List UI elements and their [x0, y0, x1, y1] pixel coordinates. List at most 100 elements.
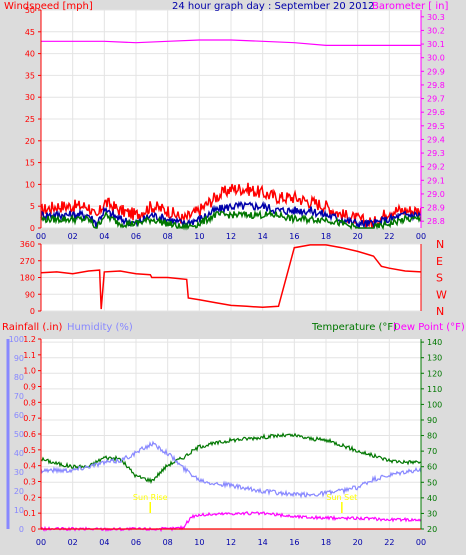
dewpoint-axis-label: Dew Point (°F): [393, 322, 465, 333]
wind-x-tick-label: 10: [194, 232, 204, 241]
barometer-y-tick-label: 30.0: [427, 54, 445, 63]
compass-label: N: [436, 305, 444, 318]
series-barometer: [41, 39, 421, 46]
wind-y-tick-label: 25: [25, 115, 35, 124]
temp-y-tick-label: 140: [427, 338, 442, 347]
barometer-y-tick-label: 28.9: [427, 204, 445, 213]
barometer-axis-label: Barometer [ in]: [372, 1, 448, 12]
sunset-label: Sun Set: [326, 493, 357, 502]
rain-y-tick-label: 0.5: [23, 446, 36, 455]
compass-label: E: [436, 255, 443, 268]
temp-x-tick-label: 10: [194, 538, 204, 547]
series-humidity: [40, 440, 422, 499]
humidity-y-tick-label: 90: [14, 354, 24, 363]
wind-y-tick-label: 10: [25, 180, 35, 189]
direction-y-tick-label: 0: [30, 307, 35, 316]
chart-title: 24 hour graph day : September 20 2012: [172, 1, 374, 12]
barometer-y-tick-label: 29.4: [427, 135, 445, 144]
wind-y-tick-label: 5: [30, 202, 35, 211]
temp-y-tick-label: 90: [427, 416, 437, 425]
barometer-y-tick-label: 29.3: [427, 149, 445, 158]
temp-x-tick-label: 06: [131, 538, 141, 547]
rain-y-tick-label: 0.6: [23, 430, 36, 439]
wind-x-tick-label: 02: [68, 232, 78, 241]
series-temperature: [40, 432, 422, 485]
rain-y-tick-label: 1.1: [23, 351, 36, 360]
barometer-y-tick-label: 29.9: [427, 67, 445, 76]
humidity-y-tick-label: 50: [14, 430, 24, 439]
rain-y-tick-label: 0: [31, 525, 36, 534]
humidity-axis-label: Humidity (%): [67, 322, 133, 333]
wind-x-tick-label: 12: [226, 232, 236, 241]
sunrise-label: Sun Rise: [133, 493, 168, 502]
temp-y-tick-label: 130: [427, 354, 442, 363]
barometer-y-tick-label: 30.1: [427, 40, 445, 49]
wind-x-tick-label: 08: [163, 232, 173, 241]
humidity-y-tick-label: 100: [9, 335, 24, 344]
direction-y-tick-label: 360: [20, 240, 35, 249]
humidity-y-tick-label: 60: [14, 411, 24, 420]
wind-y-tick-label: 40: [25, 50, 35, 59]
humidity-y-tick-label: 0: [19, 525, 24, 534]
temp-y-tick-label: 60: [427, 463, 437, 472]
temp-y-tick-label: 30: [427, 509, 437, 518]
series-dew-point: [40, 511, 422, 533]
temperature-axis-label: Temperature (°F): [311, 322, 397, 333]
temp-x-tick-label: 04: [99, 538, 109, 547]
wind-y-tick-label: 35: [25, 71, 35, 80]
barometer-y-tick-label: 29.1: [427, 176, 445, 185]
wind-y-tick-label: 15: [25, 159, 35, 168]
wind-x-tick-label: 14: [258, 232, 268, 241]
wind-y-tick-label: 50: [25, 6, 35, 15]
temp-y-tick-label: 110: [427, 385, 442, 394]
direction-y-tick-label: 180: [20, 274, 35, 283]
barometer-y-tick-label: 29.7: [427, 95, 445, 104]
wind-x-tick-label: 18: [321, 232, 331, 241]
barometer-y-tick-label: 30.3: [427, 13, 445, 22]
windspeed-axis-label: Windspeed [mph]: [4, 1, 93, 12]
wind-x-tick-label: 00: [36, 232, 46, 241]
rain-y-tick-label: 1.2: [23, 335, 36, 344]
rain-y-tick-label: 0.1: [23, 509, 36, 518]
temp-y-tick-label: 70: [427, 447, 437, 456]
temp-y-tick-label: 120: [427, 369, 442, 378]
temp-y-tick-label: 20: [427, 525, 437, 534]
temp-y-tick-label: 40: [427, 494, 437, 503]
wind-y-tick-label: 45: [25, 28, 35, 37]
compass-label: S: [436, 272, 443, 285]
temp-x-tick-label: 22: [384, 538, 394, 547]
rain-y-tick-label: 0.2: [23, 493, 36, 502]
humidity-y-tick-label: 80: [14, 373, 24, 382]
humidity-y-tick-label: 20: [14, 487, 24, 496]
barometer-y-tick-label: 29.8: [427, 81, 445, 90]
rain-y-tick-label: 0.7: [23, 414, 36, 423]
wind-y-tick-label: 0: [30, 224, 35, 233]
compass-label: W: [436, 288, 447, 301]
temp-x-tick-label: 18: [321, 538, 331, 547]
series-windspeed: [40, 209, 422, 231]
temp-x-tick-label: 14: [258, 538, 268, 547]
temp-x-tick-label: 12: [226, 538, 236, 547]
wind-x-tick-label: 04: [99, 232, 109, 241]
direction-y-tick-label: 90: [25, 290, 35, 299]
rain-y-tick-label: 0.3: [23, 478, 36, 487]
compass-label: N: [436, 238, 444, 251]
temp-y-tick-label: 50: [427, 478, 437, 487]
rain-y-tick-label: 0.8: [23, 398, 36, 407]
humidity-y-tick-label: 70: [14, 392, 24, 401]
series-wind-direction: [40, 244, 422, 310]
series-windspeed-gust: [40, 182, 422, 229]
direction-y-tick-label: 270: [20, 257, 35, 266]
temp-y-tick-label: 100: [427, 400, 442, 409]
rainfall-axis-label: Rainfall (.in): [2, 322, 63, 333]
series-windspeed-average: [40, 200, 422, 229]
wind-y-tick-label: 20: [25, 137, 35, 146]
temp-x-tick-label: 00: [416, 538, 426, 547]
barometer-y-tick-label: 29.6: [427, 108, 445, 117]
rain-y-tick-label: 0.4: [23, 462, 36, 471]
temp-x-tick-label: 02: [68, 538, 78, 547]
barometer-y-tick-label: 29.2: [427, 163, 445, 172]
humidity-y-tick-label: 40: [14, 449, 24, 458]
